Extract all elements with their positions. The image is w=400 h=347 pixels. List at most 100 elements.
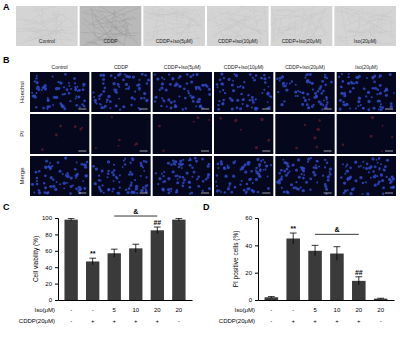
nucleus	[232, 100, 234, 102]
micrograph	[153, 72, 212, 112]
nucleus	[220, 162, 223, 165]
error-bar	[89, 258, 96, 265]
texture	[112, 26, 123, 35]
micrograph	[337, 114, 396, 154]
nucleus	[300, 186, 302, 188]
significance-bracket	[114, 216, 157, 217]
nucleus	[344, 190, 346, 192]
nucleus	[125, 189, 127, 191]
nucleus	[252, 77, 254, 79]
nucleus	[122, 79, 125, 82]
texture	[370, 23, 372, 38]
nucleus	[234, 119, 237, 122]
texture	[35, 6, 53, 40]
row-value: +	[112, 318, 116, 324]
y-tick: 60	[245, 215, 258, 221]
nucleus	[299, 91, 301, 93]
nucleus	[240, 85, 242, 87]
scale-bar	[324, 109, 332, 110]
nucleus	[62, 173, 64, 175]
nucleus	[107, 170, 110, 173]
nucleus	[176, 181, 179, 184]
y-tick: 0	[249, 297, 258, 303]
nucleus	[102, 82, 105, 85]
nucleus	[37, 88, 40, 91]
nucleus	[175, 105, 178, 108]
nucleus	[38, 190, 40, 192]
nucleus	[167, 177, 170, 180]
y-tick-label: 80	[45, 232, 52, 238]
nucleus	[304, 99, 307, 102]
texture	[86, 10, 88, 11]
row-value: -	[270, 307, 272, 313]
nucleus	[189, 193, 191, 195]
nucleus	[124, 158, 126, 160]
texture	[152, 9, 160, 39]
nucleus	[35, 171, 38, 174]
nucleus	[79, 106, 81, 108]
error-bar	[312, 245, 319, 256]
texture	[23, 28, 75, 34]
nucleus	[95, 167, 98, 170]
nucleus	[250, 170, 253, 173]
nucleus	[344, 104, 347, 107]
nucleus	[220, 82, 223, 85]
nucleus	[99, 188, 102, 191]
nucleus	[378, 108, 380, 110]
nucleus	[218, 190, 220, 192]
nucleus	[47, 192, 50, 195]
nucleus	[340, 176, 342, 178]
nucleus	[85, 175, 87, 177]
plot-area	[64, 218, 185, 300]
texture	[51, 11, 58, 14]
nucleus	[239, 183, 241, 185]
image-label: CDDP+Iso(5μM)	[156, 38, 193, 44]
x-axis-line	[59, 300, 193, 301]
texture	[168, 25, 193, 38]
nucleus	[193, 121, 195, 123]
micrograph	[275, 72, 334, 112]
scale-bar	[385, 109, 393, 110]
nucleus	[115, 105, 118, 108]
texture	[156, 22, 157, 23]
texture	[240, 6, 259, 8]
scale-bar	[78, 109, 86, 110]
nucleus	[141, 73, 144, 76]
nucleus	[366, 163, 369, 166]
nucleus	[167, 98, 170, 101]
texture	[346, 12, 382, 44]
nucleus	[347, 189, 349, 191]
nucleus	[95, 147, 97, 149]
nucleus	[189, 95, 191, 97]
nucleus	[161, 77, 163, 79]
nucleus	[188, 92, 190, 94]
nucleus	[382, 125, 384, 127]
nucleus	[154, 74, 156, 76]
nucleus	[143, 92, 146, 95]
nucleus	[349, 108, 351, 110]
scale-bar	[140, 109, 148, 110]
nucleus	[342, 101, 345, 104]
nucleus	[99, 103, 101, 105]
y-tick-mark	[255, 245, 258, 246]
nucleus	[208, 119, 210, 121]
nucleus	[345, 165, 347, 167]
nucleus	[144, 74, 147, 77]
micrograph	[275, 156, 334, 196]
y-tick-mark	[55, 234, 58, 235]
nucleus	[263, 89, 265, 91]
nucleus	[301, 103, 304, 106]
nucleus	[199, 101, 201, 103]
nucleus	[66, 182, 68, 184]
nucleus	[378, 180, 381, 183]
error-stem	[114, 249, 115, 257]
nucleus	[307, 161, 309, 163]
nucleus	[182, 159, 184, 161]
nucleus	[134, 179, 136, 181]
nucleus	[155, 172, 157, 174]
micrograph	[337, 72, 396, 112]
y-tick: 20	[45, 281, 58, 287]
nucleus	[368, 171, 370, 173]
y-tick-mark	[255, 300, 258, 301]
texture	[343, 8, 363, 24]
